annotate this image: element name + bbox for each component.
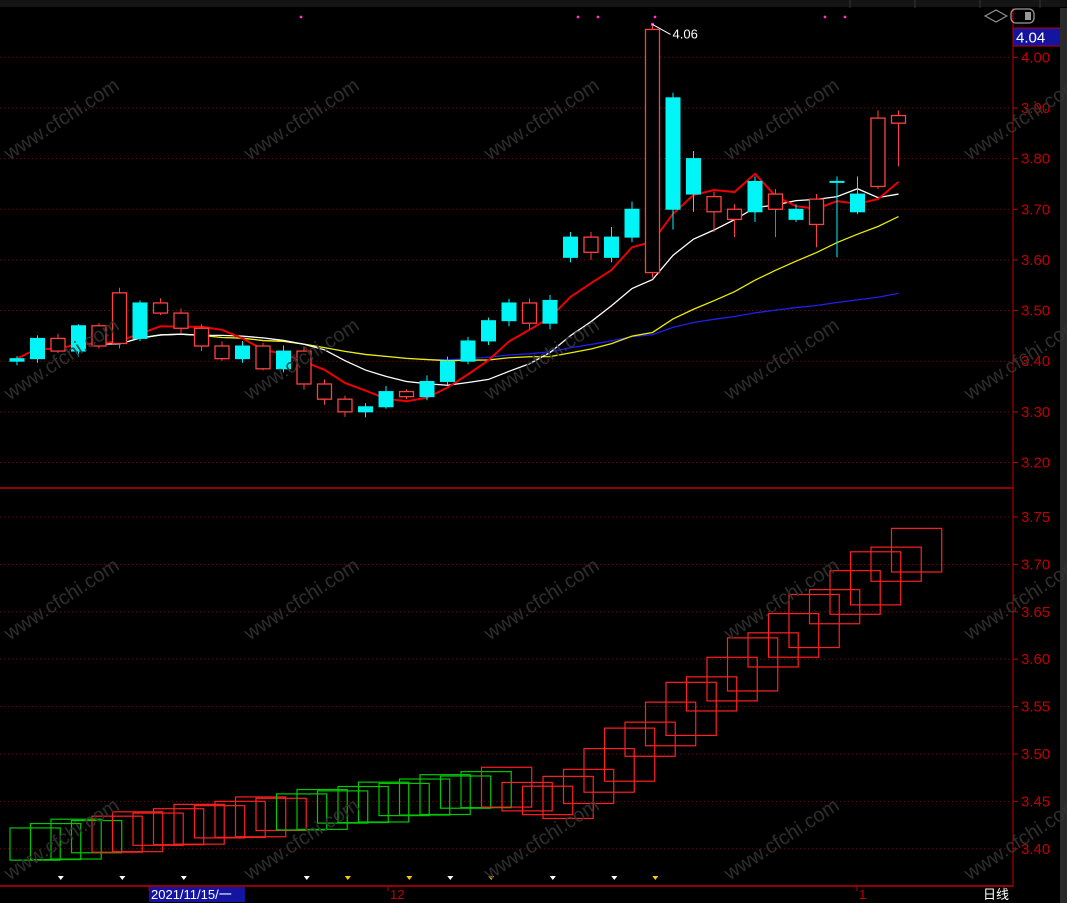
svg-text:3.50: 3.50 xyxy=(1021,746,1050,763)
svg-text:3.20: 3.20 xyxy=(1021,455,1050,472)
svg-text:2021/11/15/一: 2021/11/15/一 xyxy=(151,887,232,902)
svg-text:3.40: 3.40 xyxy=(1021,841,1050,858)
svg-text:3.70: 3.70 xyxy=(1021,201,1050,218)
svg-text:3.70: 3.70 xyxy=(1021,556,1050,573)
svg-text:1: 1 xyxy=(859,887,866,902)
svg-text:3.40: 3.40 xyxy=(1021,353,1050,370)
svg-text:4.06: 4.06 xyxy=(673,26,698,41)
svg-text:3.75: 3.75 xyxy=(1021,509,1050,526)
svg-text:3.60: 3.60 xyxy=(1021,651,1050,668)
svg-text:3.90: 3.90 xyxy=(1021,100,1050,117)
svg-text:3.30: 3.30 xyxy=(1021,404,1050,421)
svg-text:3.65: 3.65 xyxy=(1021,604,1050,621)
svg-text:4.00: 4.00 xyxy=(1021,49,1050,66)
svg-text:3.55: 3.55 xyxy=(1021,699,1050,716)
svg-text:3.45: 3.45 xyxy=(1021,793,1050,810)
svg-text:12: 12 xyxy=(390,887,404,902)
svg-text:日线: 日线 xyxy=(983,887,1009,902)
svg-text:3.50: 3.50 xyxy=(1021,303,1050,320)
svg-text:3.80: 3.80 xyxy=(1021,151,1050,168)
svg-text:4.04: 4.04 xyxy=(1016,30,1045,47)
svg-text:3.60: 3.60 xyxy=(1021,252,1050,269)
